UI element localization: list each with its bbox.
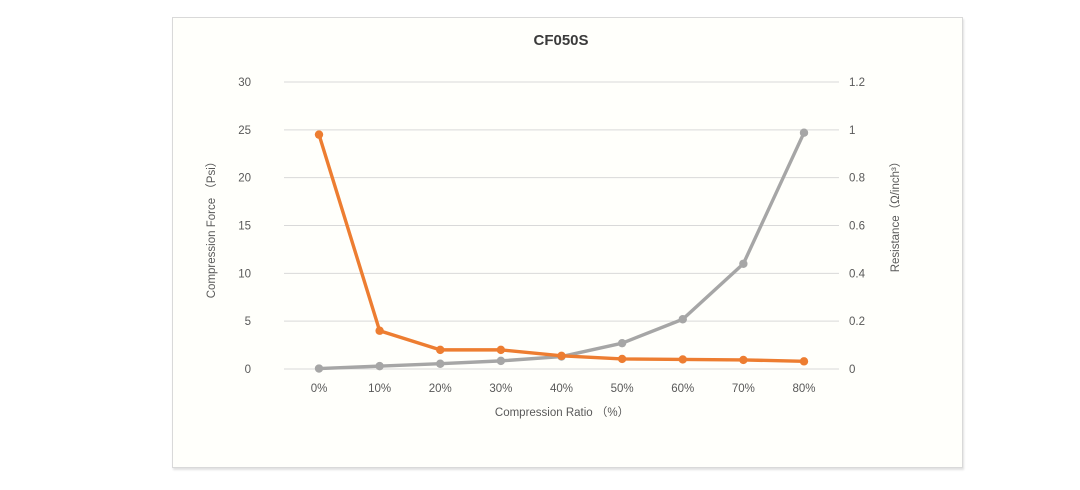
y-axis-right-title: Resistance（Ω/inch³） [889, 156, 902, 273]
data-point-resistance [436, 345, 445, 355]
y-right-tick-label: 0.2 [849, 316, 865, 328]
data-point-resistance [496, 345, 506, 355]
data-point-resistance [678, 355, 687, 364]
y-left-tick-label: 30 [238, 77, 251, 89]
y-left-tick-label: 0 [245, 364, 251, 376]
y-axis-left-title: Compression Force （Psi） [205, 156, 218, 299]
y-left-tick-label: 15 [238, 221, 251, 233]
data-point-compression-force [799, 128, 809, 137]
x-tick-label: 70% [732, 383, 755, 395]
x-axis-title: Compression Ratio （%） [495, 406, 629, 419]
x-tick-label: 20% [429, 383, 452, 395]
y-right-tick-label: 1.2 [849, 77, 865, 89]
y-right-tick-label: 0.8 [849, 173, 865, 185]
chart-frame: CF050S 0 5 10 15 20 25 30 0 0.2 0.4 0.6 0.8 1 1.2 0%… [172, 17, 963, 468]
x-tick-label: 30% [489, 383, 512, 395]
y-left-tick-label: 25 [238, 125, 251, 137]
data-point-resistance [617, 354, 627, 364]
data-point-resistance [557, 351, 566, 361]
data-point-resistance [314, 130, 324, 139]
x-tick-label: 80% [792, 383, 815, 395]
data-point-resistance [799, 357, 809, 366]
data-point-resistance [375, 326, 384, 335]
data-point-compression-force [678, 315, 687, 324]
y-left-tick-label: 5 [245, 316, 251, 328]
data-point-compression-force [739, 259, 748, 268]
x-axis-tick-labels: 0% 10% 20% 30% 40% 50% 60% 70% 80% [311, 383, 816, 395]
y-axis-left-tick-labels: 0 5 10 15 20 25 30 [238, 77, 251, 376]
data-point-resistance [739, 355, 748, 365]
data-series [314, 128, 809, 373]
x-tick-label: 50% [611, 383, 634, 395]
x-tick-label: 60% [671, 383, 694, 395]
y-left-tick-label: 20 [238, 173, 251, 185]
data-point-compression-force [375, 361, 384, 371]
y-right-tick-label: 0 [849, 364, 855, 376]
chart-title: CF050S [533, 32, 588, 49]
data-point-compression-force [314, 364, 324, 373]
line-chart: CF050S 0 5 10 15 20 25 30 0 0.2 0.4 0.6 0.8 1 1.2 0%… [205, 32, 902, 419]
data-point-compression-force [496, 356, 506, 366]
data-point-compression-force [436, 359, 445, 368]
y-left-tick-label: 10 [238, 268, 251, 280]
data-point-compression-force [617, 338, 627, 348]
gridlines [284, 81, 839, 370]
y-right-tick-label: 0.4 [849, 268, 866, 280]
y-right-tick-label: 1 [849, 125, 855, 137]
y-axis-right-tick-labels: 0 0.2 0.4 0.6 0.8 1 1.2 [849, 77, 866, 376]
x-tick-label: 0% [311, 383, 328, 395]
x-tick-label: 10% [368, 383, 391, 395]
y-right-tick-label: 0.6 [849, 221, 865, 233]
series-line-resistance [317, 132, 806, 364]
x-tick-label: 40% [550, 383, 573, 395]
